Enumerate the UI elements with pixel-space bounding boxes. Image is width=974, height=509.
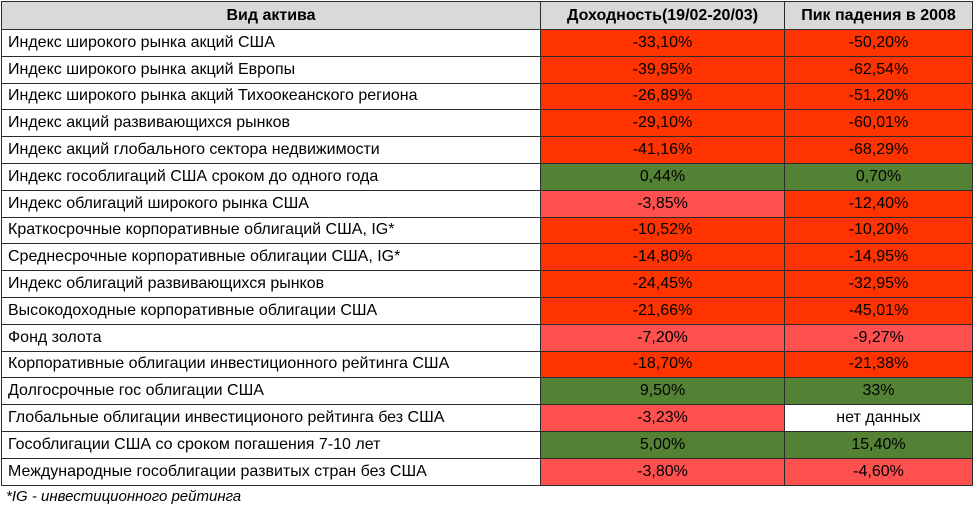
footnote: *IG - инвестиционного рейтинга (6, 488, 242, 505)
table-row: Краткосрочные корпоративные облигаций СШ… (1, 216, 973, 245)
return-cell: -33,10% (540, 29, 785, 57)
drawdown-cell: -21,38% (784, 350, 973, 379)
header-drawdown: Пик падения в 2008 (784, 1, 973, 30)
asset-name-cell: Среднесрочные корпоративные облигации СШ… (1, 243, 541, 272)
table-row: Высокодоходные корпоративные облигации С… (1, 296, 973, 325)
return-cell: -26,89% (540, 82, 785, 111)
asset-name-cell: Индекс широкого рынка акций США (1, 29, 541, 57)
header-row: Вид актива Доходность(19/02-20/03) Пик п… (1, 1, 973, 30)
return-cell: 5,00% (540, 430, 785, 459)
drawdown-cell: -4,60% (784, 457, 973, 486)
return-cell: 9,50% (540, 377, 785, 406)
drawdown-cell: -14,95% (784, 243, 973, 272)
table-row: Международные гособлигации развитых стра… (1, 457, 973, 486)
table-row: Индекс гособлигаций США сроком до одного… (1, 162, 973, 191)
asset-name-cell: Долгосрочные гос облигации США (1, 377, 541, 406)
drawdown-cell: 15,40% (784, 430, 973, 459)
drawdown-cell: -62,54% (784, 55, 973, 84)
return-cell: -41,16% (540, 136, 785, 164)
return-cell: -14,80% (540, 243, 785, 272)
asset-name-cell: Высокодоходные корпоративные облигации С… (1, 296, 541, 325)
drawdown-cell: 0,70% (784, 162, 973, 191)
table-body: Индекс широкого рынка акций США -33,10% -5… (1, 29, 973, 486)
table-row: Долгосрочные гос облигации США 9,50% 33% (1, 377, 973, 406)
asset-name-cell: Индекс акций развивающихся рынков (1, 109, 541, 138)
table-row: Среднесрочные корпоративные облигации СШ… (1, 243, 973, 272)
header-return: Доходность(19/02-20/03) (540, 1, 785, 30)
drawdown-cell: -68,29% (784, 136, 973, 164)
asset-name-cell: Индекс облигаций широкого рынка США (1, 189, 541, 218)
return-cell: -3,85% (540, 189, 785, 218)
return-cell: -7,20% (540, 323, 785, 352)
asset-name-cell: Глобальные облигации инвестиционого рейт… (1, 404, 541, 432)
table-row: Индекс облигаций развивающихся рынков -24… (1, 270, 973, 298)
return-cell: 0,44% (540, 162, 785, 191)
drawdown-cell: -12,40% (784, 189, 973, 218)
return-cell: -21,66% (540, 296, 785, 325)
return-cell: -24,45% (540, 270, 785, 298)
table-row: Индекс широкого рынка акций Тихоокеанско… (1, 82, 973, 111)
asset-name-cell: Корпоративные облигации инвестиционного … (1, 350, 541, 379)
table-row: Гособлигации США со сроком погашения 7-1… (1, 430, 973, 459)
drawdown-cell: -10,20% (784, 216, 973, 245)
drawdown-cell: -45,01% (784, 296, 973, 325)
drawdown-cell: нет данных (784, 404, 973, 432)
table-row: Индекс широкого рынка акций США -33,10% -5… (1, 29, 973, 57)
return-cell: -3,80% (540, 457, 785, 486)
table-row: Глобальные облигации инвестиционого рейт… (1, 404, 973, 432)
asset-name-cell: Фонд золота (1, 323, 541, 352)
drawdown-cell: -32,95% (784, 270, 973, 298)
return-cell: -39,95% (540, 55, 785, 84)
return-cell: -10,52% (540, 216, 785, 245)
return-cell: -18,70% (540, 350, 785, 379)
drawdown-cell: -51,20% (784, 82, 973, 111)
table-row: Индекс широкого рынка акций Европы -39,95… (1, 55, 973, 84)
asset-name-cell: Международные гособлигации развитых стра… (1, 457, 541, 486)
drawdown-cell: -50,20% (784, 29, 973, 57)
drawdown-cell: -60,01% (784, 109, 973, 138)
header-asset: Вид актива (1, 1, 541, 30)
table-row: Индекс акций развивающихся рынков -29,10%… (1, 109, 973, 138)
table-row: Фонд золота -7,20% -9,27% (1, 323, 973, 352)
asset-name-cell: Индекс широкого рынка акций Тихоокеанско… (1, 82, 541, 111)
asset-name-cell: Гособлигации США со сроком погашения 7-1… (1, 430, 541, 459)
drawdown-cell: 33% (784, 377, 973, 406)
asset-name-cell: Индекс облигаций развивающихся рынков (1, 270, 541, 298)
asset-returns-table: Вид актива Доходность(19/02-20/03) Пик п… (1, 1, 973, 486)
asset-name-cell: Индекс гособлигаций США сроком до одного… (1, 162, 541, 191)
table-row: Корпоративные облигации инвестиционного … (1, 350, 973, 379)
drawdown-cell: -9,27% (784, 323, 973, 352)
asset-name-cell: Индекс акций глобального сектора недвижи… (1, 136, 541, 164)
return-cell: -3,23% (540, 404, 785, 432)
asset-name-cell: Индекс широкого рынка акций Европы (1, 55, 541, 84)
asset-name-cell: Краткосрочные корпоративные облигаций СШ… (1, 216, 541, 245)
asset-returns-table-container: Вид актива Доходность(19/02-20/03) Пик п… (1, 1, 973, 486)
table-row: Индекс акций глобального сектора недвижи… (1, 136, 973, 164)
return-cell: -29,10% (540, 109, 785, 138)
table-row: Индекс облигаций широкого рынка США -3,85… (1, 189, 973, 218)
